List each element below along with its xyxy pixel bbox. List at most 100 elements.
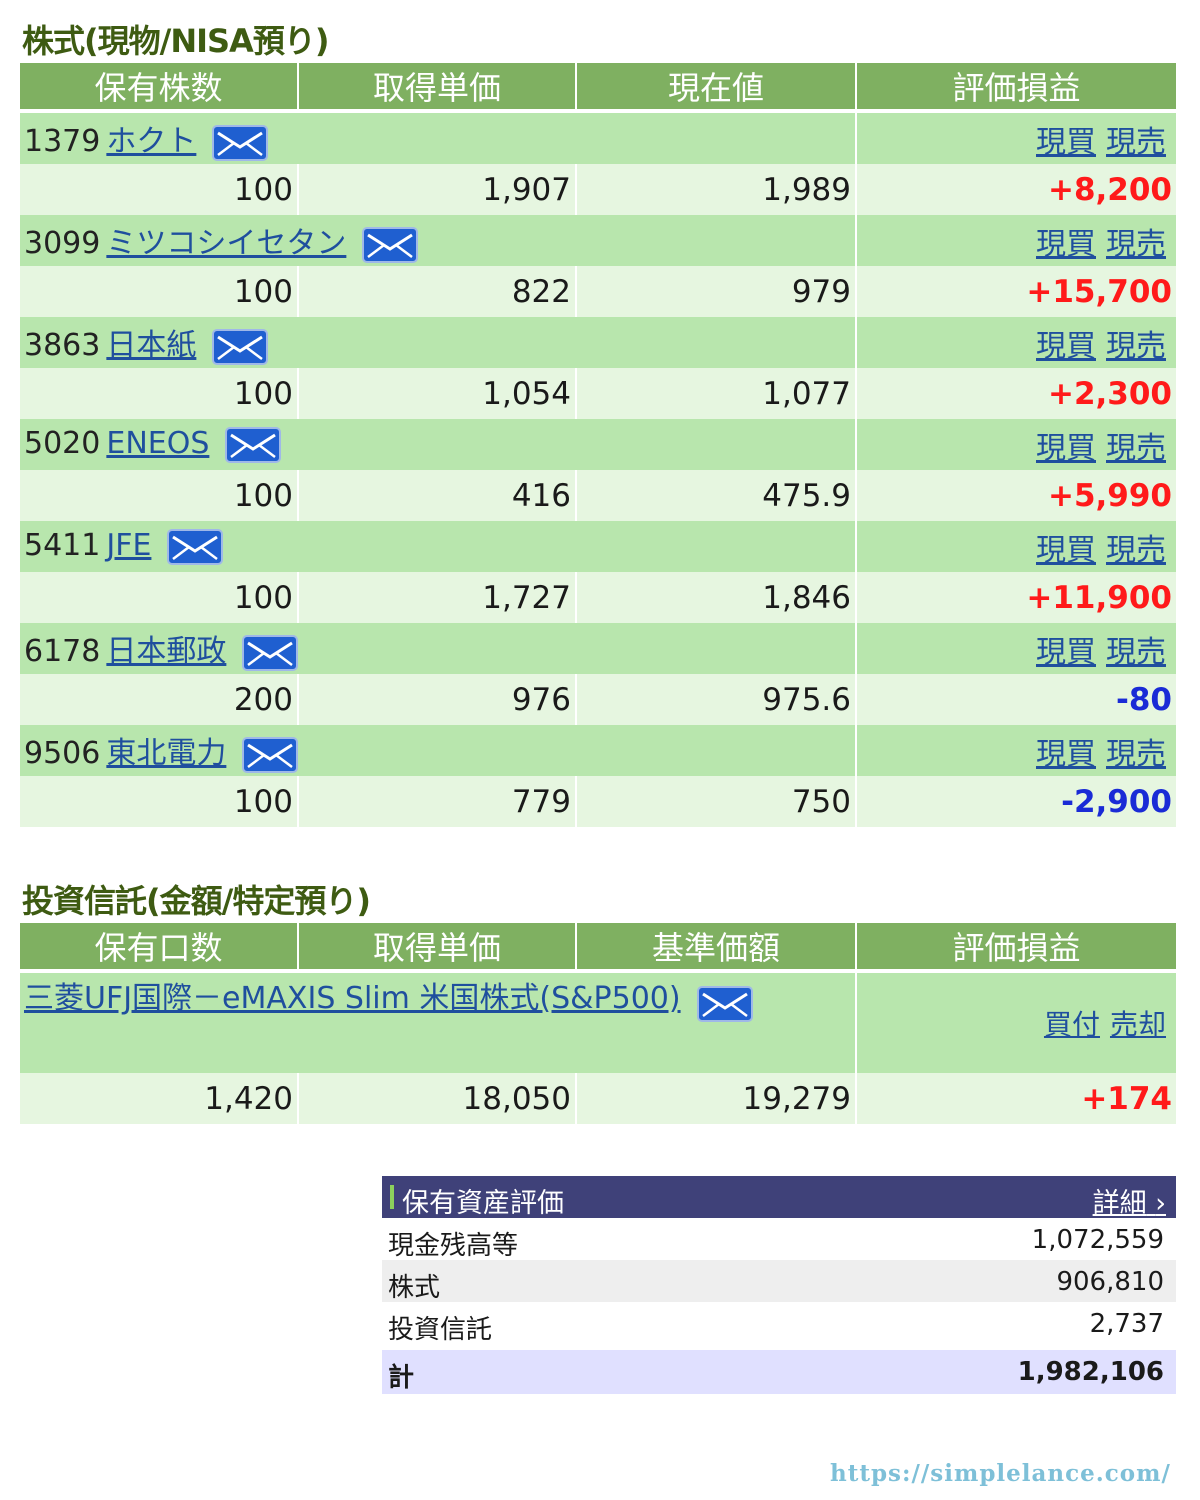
asset-summary-header: 保有資産評価 詳細 ›: [382, 1176, 1176, 1219]
summary-label: 現金残高等: [388, 1231, 519, 1261]
stock-value-row: 100 779 750 -2,900: [20, 776, 1176, 827]
stocks-header-row: 保有株数 取得単価 現在値 評価損益: [20, 63, 1176, 113]
cost-cell: 1,054: [298, 368, 577, 419]
cost-cell: 779: [298, 776, 577, 827]
stock-name-cell: 9506 東北電力: [20, 725, 857, 776]
sell-link[interactable]: 現売: [1106, 736, 1166, 772]
stocks-section-title: 株式(現物/NISA預り): [22, 22, 329, 60]
shares-cell: 100: [20, 266, 299, 317]
sell-link[interactable]: 現売: [1106, 328, 1166, 364]
stock-name-row: 6178 日本郵政 現買 現売: [20, 623, 1176, 674]
shares-cell: 200: [20, 674, 299, 725]
stock-action-cell: 現買 現売: [856, 419, 1176, 470]
stock-value-row: 100 1,727 1,846 +11,900: [20, 572, 1176, 623]
stock-value-row: 100 822 979 +15,700: [20, 266, 1176, 317]
stock-name-row: 1379 ホクト 現買 現売: [20, 111, 1176, 164]
stock-name-row: 5020 ENEOS 現買 現売: [20, 419, 1176, 470]
mail-icon[interactable]: [167, 528, 224, 565]
summary-row: 株式 906,810: [382, 1260, 1176, 1303]
cost-cell: 1,907: [298, 164, 577, 215]
buy-link[interactable]: 現買: [1036, 124, 1096, 160]
fund-action-cell: 買付 売却: [856, 971, 1176, 1073]
mail-icon[interactable]: [362, 226, 419, 263]
buy-link[interactable]: 現買: [1036, 430, 1096, 466]
stock-name-link[interactable]: ホクト: [106, 124, 197, 160]
header-base-price: 基準価額: [576, 923, 857, 973]
cost-cell: 976: [298, 674, 577, 725]
mail-icon[interactable]: [242, 634, 299, 671]
price-cell: 1,989: [576, 164, 857, 215]
shares-cell: 100: [20, 164, 299, 215]
mail-icon[interactable]: [212, 124, 269, 161]
stock-code: 5020: [24, 426, 101, 462]
total-label: 計: [388, 1363, 415, 1393]
header-accent-bar: [390, 1185, 394, 1209]
buy-link[interactable]: 現買: [1036, 328, 1096, 364]
stock-name-row: 9506 東北電力 現買 現売: [20, 725, 1176, 776]
sell-link[interactable]: 現売: [1106, 634, 1166, 670]
stock-code: 6178: [24, 634, 101, 670]
funds-body: 三菱UFJ国際－eMAXIS Slim 米国株式(S&P500) 買付 売却 1,42…: [20, 971, 1176, 1124]
stock-action-cell: 現買 現売: [856, 111, 1176, 164]
fund-name-cell: 三菱UFJ国際－eMAXIS Slim 米国株式(S&P500): [20, 971, 857, 1073]
mail-icon[interactable]: [696, 985, 753, 1022]
fund-sell-link[interactable]: 売却: [1109, 1008, 1166, 1041]
summary-value: 1,072,559: [1031, 1225, 1164, 1255]
sell-link[interactable]: 現売: [1106, 430, 1166, 466]
stock-code: 1379: [24, 124, 101, 160]
summary-row: 現金残高等 1,072,559: [382, 1218, 1176, 1261]
site-watermark: https://simplelance.com/: [830, 1460, 1171, 1487]
stock-value-row: 200 976 975.6 -80: [20, 674, 1176, 725]
fund-value-row: 1,420 18,050 19,279 +174: [20, 1073, 1176, 1124]
summary-total-row: 計 1,982,106: [382, 1350, 1176, 1394]
sell-link[interactable]: 現売: [1106, 226, 1166, 262]
shares-cell: 100: [20, 368, 299, 419]
pl-cell: -80: [856, 674, 1176, 725]
stock-name-row: 3099 ミツコシイセタン 現買 現売: [20, 215, 1176, 266]
stock-name-link[interactable]: 日本紙: [106, 328, 197, 364]
funds-table: 保有口数 取得単価 基準価額 評価損益 三菱UFJ国際－eMAXIS Slim …: [20, 923, 1176, 1124]
header-shares: 保有株数: [20, 63, 299, 113]
stock-name-link[interactable]: ミツコシイセタン: [106, 226, 347, 262]
summary-label: 投資信託: [388, 1315, 493, 1345]
detail-link[interactable]: 詳細 ›: [1092, 1188, 1166, 1219]
asset-summary: 保有資産評価 詳細 › 現金残高等 1,072,559 株式 906,810 投資信託 2…: [382, 1176, 1176, 1394]
stock-name-link[interactable]: 日本郵政: [106, 634, 227, 670]
buy-link[interactable]: 現買: [1036, 736, 1096, 772]
header-fund-pl: 評価損益: [856, 923, 1176, 973]
stocks-body: 1379 ホクト 現買 現売 100 1,907 1,989 +8,200 3099 ミツコシイセ…: [20, 111, 1176, 827]
fund-name-link[interactable]: 三菱UFJ国際－eMAXIS Slim 米国株式(S&P500): [24, 981, 681, 1016]
mail-icon[interactable]: [212, 328, 269, 365]
stock-action-cell: 現買 現売: [856, 623, 1176, 674]
stock-name-link[interactable]: JFE: [106, 528, 152, 564]
mail-icon[interactable]: [242, 736, 299, 773]
buy-link[interactable]: 現買: [1036, 532, 1096, 568]
buy-link[interactable]: 現買: [1036, 634, 1096, 670]
summary-value: 906,810: [1056, 1267, 1164, 1297]
units-cell: 1,420: [20, 1073, 299, 1124]
header-fund-cost: 取得単価: [298, 923, 577, 973]
stock-name-link[interactable]: ENEOS: [106, 426, 210, 462]
sell-link[interactable]: 現売: [1106, 532, 1166, 568]
fund-buy-link[interactable]: 買付: [1043, 1008, 1100, 1041]
stock-name-cell: 5411 JFE: [20, 521, 857, 572]
stock-name-cell: 3099 ミツコシイセタン: [20, 215, 857, 266]
shares-cell: 100: [20, 776, 299, 827]
price-cell: 1,077: [576, 368, 857, 419]
asset-summary-title: 保有資産評価: [402, 1188, 564, 1219]
funds-header-row: 保有口数 取得単価 基準価額 評価損益: [20, 923, 1176, 973]
price-cell: 979: [576, 266, 857, 317]
stock-name-link[interactable]: 東北電力: [106, 736, 227, 772]
stock-action-cell: 現買 現売: [856, 215, 1176, 266]
mail-icon[interactable]: [225, 426, 282, 463]
stock-code: 9506: [24, 736, 101, 772]
price-cell: 1,846: [576, 572, 857, 623]
sell-link[interactable]: 現売: [1106, 124, 1166, 160]
asset-summary-rows: 現金残高等 1,072,559 株式 906,810 投資信託 2,737: [382, 1218, 1176, 1345]
summary-value: 2,737: [1089, 1309, 1164, 1339]
header-pl: 評価損益: [856, 63, 1176, 113]
buy-link[interactable]: 現買: [1036, 226, 1096, 262]
cost-cell: 416: [298, 470, 577, 521]
total-value: 1,982,106: [1017, 1357, 1164, 1387]
stock-name-cell: 5020 ENEOS: [20, 419, 857, 470]
